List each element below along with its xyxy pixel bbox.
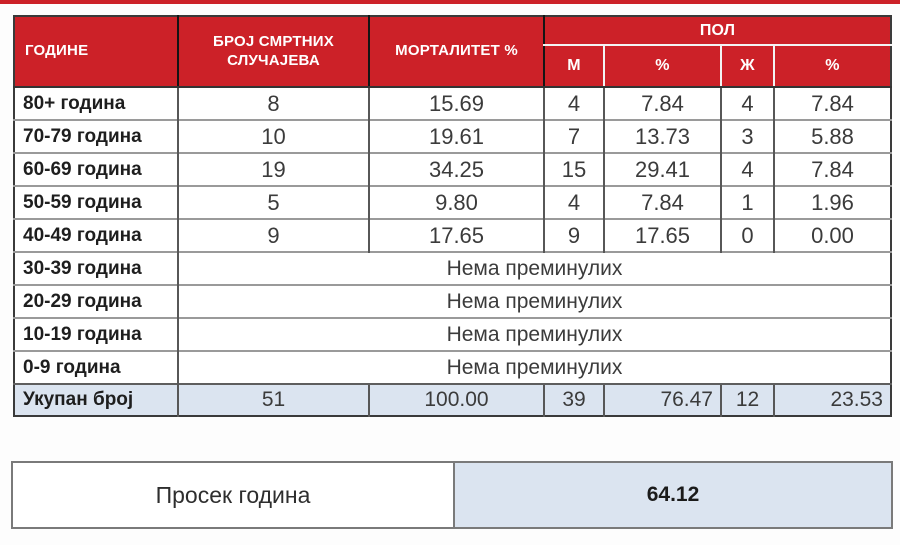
no-deaths-note: Нема преминулих bbox=[177, 350, 891, 384]
male-pct-cell: 17.65 bbox=[603, 218, 721, 252]
mortality-cell: 17.65 bbox=[368, 218, 544, 252]
age-group-label: 10-19 година bbox=[14, 317, 178, 351]
table-row-no-deaths: 30-39 година Нема преминулих bbox=[14, 251, 891, 285]
age-group-label: 70-79 година bbox=[14, 119, 178, 153]
age-group-label: 30-39 година bbox=[14, 251, 178, 285]
top-red-border bbox=[0, 0, 900, 4]
total-row: Укупан број 51 100.00 39 76.47 12 23.53 bbox=[14, 383, 891, 416]
male-cell: 4 bbox=[543, 86, 604, 120]
table-row-no-deaths: 0-9 година Нема преминулих bbox=[14, 350, 891, 384]
age-group-label: 80+ година bbox=[14, 86, 178, 120]
average-age-value: 64.12 bbox=[455, 463, 891, 527]
female-pct-cell: 7.84 bbox=[773, 152, 891, 186]
deaths-cell: 8 bbox=[177, 86, 369, 120]
no-deaths-note: Нема преминулих bbox=[177, 317, 891, 351]
average-age-box: Просек година 64.12 bbox=[11, 461, 893, 529]
deaths-cell: 9 bbox=[177, 218, 369, 252]
deaths-cell: 19 bbox=[177, 152, 369, 186]
mortality-cell: 9.80 bbox=[368, 185, 544, 219]
header-female-pct: % bbox=[773, 45, 891, 88]
age-group-label: 60-69 година bbox=[14, 152, 178, 186]
male-cell: 7 bbox=[543, 119, 604, 153]
table-row: 70-79 година 10 19.61 7 13.73 3 5.88 bbox=[14, 119, 891, 153]
female-pct-cell: 0.00 bbox=[773, 218, 891, 252]
table-row: 40-49 година 9 17.65 9 17.65 0 0.00 bbox=[14, 218, 891, 252]
female-cell: 3 bbox=[720, 119, 774, 153]
female-cell: 4 bbox=[720, 86, 774, 120]
total-male-pct-cell: 76.47 bbox=[603, 383, 721, 416]
total-male-cell: 39 bbox=[543, 383, 604, 416]
table-header: ГОДИНЕ БРОЈ СМРТНИХ СЛУЧАЈЕВА МОРТАЛИТЕТ… bbox=[14, 16, 891, 88]
male-pct-cell: 29.41 bbox=[603, 152, 721, 186]
deaths-cell: 10 bbox=[177, 119, 369, 153]
mortality-cell: 19.61 bbox=[368, 119, 544, 153]
female-cell: 0 bbox=[720, 218, 774, 252]
header-sex-group: ПОЛ bbox=[543, 16, 891, 46]
header-male-pct: % bbox=[603, 45, 721, 88]
male-cell: 15 bbox=[543, 152, 604, 186]
table-row: 50-59 година 5 9.80 4 7.84 1 1.96 bbox=[14, 185, 891, 219]
female-pct-cell: 5.88 bbox=[773, 119, 891, 153]
female-pct-cell: 7.84 bbox=[773, 86, 891, 120]
table-row: 60-69 година 19 34.25 15 29.41 4 7.84 bbox=[14, 152, 891, 186]
total-female-cell: 12 bbox=[720, 383, 774, 416]
age-group-label: 0-9 година bbox=[14, 350, 178, 384]
male-pct-cell: 7.84 bbox=[603, 86, 721, 120]
mortality-cell: 15.69 bbox=[368, 86, 544, 120]
age-group-label: 40-49 година bbox=[14, 218, 178, 252]
table-row: 80+ година 8 15.69 4 7.84 4 7.84 bbox=[14, 86, 891, 120]
deaths-cell: 5 bbox=[177, 185, 369, 219]
male-cell: 9 bbox=[543, 218, 604, 252]
male-pct-cell: 13.73 bbox=[603, 119, 721, 153]
female-pct-cell: 1.96 bbox=[773, 185, 891, 219]
female-cell: 4 bbox=[720, 152, 774, 186]
average-age-label: Просек година bbox=[13, 463, 455, 527]
table-row-no-deaths: 10-19 година Нема преминулих bbox=[14, 317, 891, 351]
no-deaths-note: Нема преминулих bbox=[177, 284, 891, 318]
total-mortality-cell: 100.00 bbox=[368, 383, 544, 416]
header-years: ГОДИНЕ bbox=[14, 16, 178, 88]
age-group-label: 20-29 година bbox=[14, 284, 178, 318]
age-group-label: 50-59 година bbox=[14, 185, 178, 219]
female-cell: 1 bbox=[720, 185, 774, 219]
no-deaths-note: Нема преминулих bbox=[177, 251, 891, 285]
table-row-no-deaths: 20-29 година Нема преминулих bbox=[14, 284, 891, 318]
header-deaths: БРОЈ СМРТНИХ СЛУЧАЈЕВА bbox=[177, 16, 369, 88]
mortality-cell: 34.25 bbox=[368, 152, 544, 186]
total-label: Укупан број bbox=[14, 383, 178, 416]
header-male: М bbox=[543, 45, 604, 88]
header-mortality: МОРТАЛИТЕТ % bbox=[368, 16, 544, 88]
total-deaths-cell: 51 bbox=[177, 383, 369, 416]
header-female: Ж bbox=[720, 45, 774, 88]
male-pct-cell: 7.84 bbox=[603, 185, 721, 219]
male-cell: 4 bbox=[543, 185, 604, 219]
total-female-pct-cell: 23.53 bbox=[773, 383, 891, 416]
mortality-table: ГОДИНЕ БРОЈ СМРТНИХ СЛУЧАЈЕВА МОРТАЛИТЕТ… bbox=[13, 15, 892, 417]
